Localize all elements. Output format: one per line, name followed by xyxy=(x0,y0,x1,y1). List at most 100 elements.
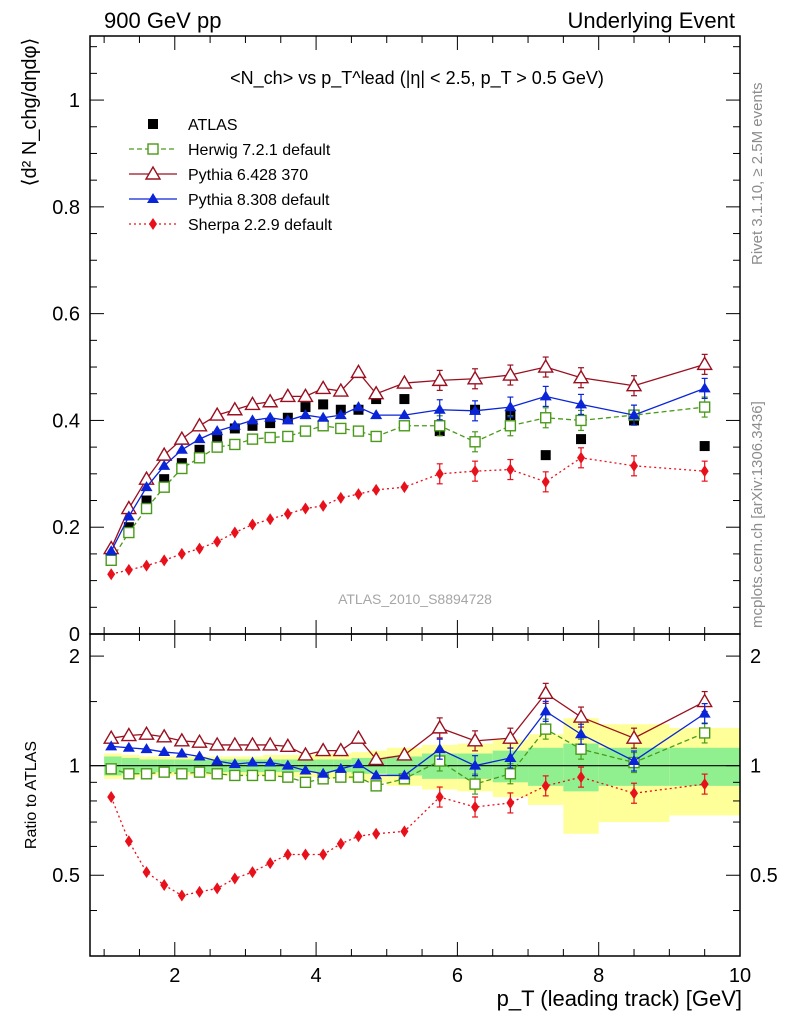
ratio-point-pythia-6-428-370 xyxy=(155,728,173,743)
top-point-pythia-8-308-default xyxy=(281,414,294,425)
ratio-point-pythia-8-308-default xyxy=(317,767,330,778)
ratio-point-sherpa-2-2-9-default xyxy=(142,866,151,879)
top-point-pythia-6-428-370 xyxy=(314,380,332,395)
top-point-herwig-7-2-1-default xyxy=(140,502,153,515)
ratio-point-herwig-7-2-1-default xyxy=(229,769,241,782)
top-point-pythia-6-428-370 xyxy=(466,370,484,385)
legend-label: Herwig 7.2.1 default xyxy=(188,142,331,159)
top-y-axis-label: ⟨d² N_chg/dηdφ⟩ xyxy=(19,38,41,187)
top-point-pythia-8-308-default xyxy=(264,411,277,422)
top-point-sherpa-2-2-9-default xyxy=(195,542,204,555)
ratio-point-pythia-6-428-370 xyxy=(431,719,448,734)
ratio-point-pythia-8-308-default xyxy=(228,758,241,769)
ratio-point-herwig-7-2-1-default xyxy=(540,723,552,735)
ratio-y-tick-label-right: 2 xyxy=(750,646,761,668)
top-point-herwig-7-2-1-default xyxy=(335,422,347,435)
top-point-herwig-7-2-1-default xyxy=(398,420,411,432)
ratio-point-herwig-7-2-1-default xyxy=(193,766,206,778)
ratio-point-pythia-6-428-370 xyxy=(367,751,385,766)
top-point-sherpa-2-2-9-default xyxy=(301,502,310,515)
ratio-y-tick-label: 1 xyxy=(69,756,80,778)
top-point-pythia-8-308-default xyxy=(211,425,224,436)
top-point-herwig-7-2-1-default xyxy=(317,420,329,432)
top-point-sherpa-2-2-9-default xyxy=(107,568,116,581)
legend-label: Pythia 6.428 370 xyxy=(188,167,308,184)
top-line-herwig-7-2-1-default xyxy=(110,406,705,561)
ratio-point-herwig-7-2-1-default xyxy=(335,771,347,783)
top-point-pythia-6-428-370 xyxy=(502,366,519,381)
top-series-atlas xyxy=(106,394,710,565)
ratio-point-sherpa-2-2-9-default xyxy=(630,787,639,800)
ratio-point-pythia-8-308-default xyxy=(264,756,277,767)
top-point-herwig-7-2-1-default xyxy=(176,462,188,475)
top-point-pythia-6-428-370 xyxy=(332,382,350,397)
top-point-herwig-7-2-1-default xyxy=(123,526,135,539)
ratio-point-sherpa-2-2-9-default xyxy=(435,791,444,804)
ratio-point-pythia-8-308-default xyxy=(122,741,135,752)
top-point-pythia-8-308-default xyxy=(228,419,241,430)
ratio-point-pythia-6-428-370 xyxy=(625,729,643,744)
top-point-sherpa-2-2-9-default xyxy=(213,535,222,548)
ratio-point-pythia-6-428-370 xyxy=(350,729,367,744)
top-point-pythia-6-428-370 xyxy=(173,430,191,445)
ratio-point-herwig-7-2-1-default xyxy=(264,769,276,782)
top-point-pythia-6-428-370 xyxy=(572,369,590,384)
x-axis-label: p_T (leading track) [GeV] xyxy=(497,986,742,1011)
ratio-point-sherpa-2-2-9-default xyxy=(177,889,186,902)
top-series-sherpa-2-2-9-default xyxy=(107,447,709,581)
ratio-point-pythia-6-428-370 xyxy=(537,684,554,700)
legend-label: Sherpa 2.2.9 default xyxy=(188,217,333,234)
ratio-point-pythia-8-308-default xyxy=(281,759,294,770)
x-tick-label: 4 xyxy=(311,965,322,987)
top-point-sherpa-2-2-9-default xyxy=(283,507,292,520)
top-point-atlas xyxy=(576,434,587,445)
ratio-point-pythia-6-428-370 xyxy=(466,732,484,747)
ratio-point-herwig-7-2-1-default xyxy=(246,769,259,782)
top-point-pythia-6-428-370 xyxy=(367,385,385,400)
top-point-herwig-7-2-1-default xyxy=(246,433,259,445)
top-point-atlas xyxy=(194,444,205,455)
ratio-point-sherpa-2-2-9-default xyxy=(301,848,310,861)
x-tick-label: 2 xyxy=(169,965,180,987)
x-tick-label: 10 xyxy=(729,965,751,987)
top-y-tick-label: 0.6 xyxy=(52,304,80,326)
ratio-point-herwig-7-2-1-default xyxy=(211,768,223,780)
top-point-pythia-8-308-default xyxy=(246,414,259,425)
ratio-point-herwig-7-2-1-default xyxy=(282,771,294,783)
ratio-panel-frame xyxy=(89,633,741,957)
top-point-herwig-7-2-1-default xyxy=(105,554,117,567)
ratio-point-sherpa-2-2-9-default xyxy=(372,827,381,840)
top-point-atlas xyxy=(159,474,170,485)
top-series-herwig-7-2-1-default xyxy=(105,396,711,567)
top-point-sherpa-2-2-9-default xyxy=(142,559,151,572)
top-y-tick-label: 0.2 xyxy=(52,517,80,539)
ratio-point-herwig-7-2-1-default xyxy=(575,743,587,755)
ratio-point-pythia-8-308-default xyxy=(352,758,365,769)
ratio-point-herwig-7-2-1-default xyxy=(176,768,188,780)
top-point-pythia-8-308-default xyxy=(140,481,153,492)
top-y-tick-label: 0.4 xyxy=(52,410,80,432)
top-line-sherpa-2-2-9-default xyxy=(111,457,705,575)
ratio-point-pythia-6-428-370 xyxy=(332,742,350,757)
header-right: Underlying Event xyxy=(567,8,735,33)
top-point-pythia-6-428-370 xyxy=(350,363,367,379)
top-point-atlas xyxy=(300,402,311,413)
top-point-sherpa-2-2-9-default xyxy=(577,451,586,464)
chart-title: <N_ch> vs p_T^lead (|η| < 2.5, p_T > 0.5… xyxy=(230,68,604,89)
ratio-point-sherpa-2-2-9-default xyxy=(400,825,409,838)
top-point-pythia-6-428-370 xyxy=(696,355,713,371)
ratio-point-pythia-6-428-370 xyxy=(226,736,244,751)
ratio-point-pythia-6-428-370 xyxy=(297,746,314,761)
ratio-point-pythia-6-428-370 xyxy=(396,746,413,761)
ratio-point-sherpa-2-2-9-default xyxy=(354,830,363,843)
ratio-series-herwig-7-2-1-default xyxy=(105,718,711,795)
ratio-point-sherpa-2-2-9-default xyxy=(541,779,550,792)
ratio-point-pythia-8-308-default xyxy=(370,769,383,780)
legend-item-pythia-8-308-default: Pythia 8.308 default xyxy=(129,192,330,209)
ratio-point-pythia-6-428-370 xyxy=(244,736,261,751)
legend-marker xyxy=(147,143,159,155)
top-point-sherpa-2-2-9-default xyxy=(372,483,381,496)
top-point-pythia-6-428-370 xyxy=(431,371,448,387)
top-point-pythia-6-428-370 xyxy=(191,417,208,432)
top-point-sherpa-2-2-9-default xyxy=(700,465,709,478)
